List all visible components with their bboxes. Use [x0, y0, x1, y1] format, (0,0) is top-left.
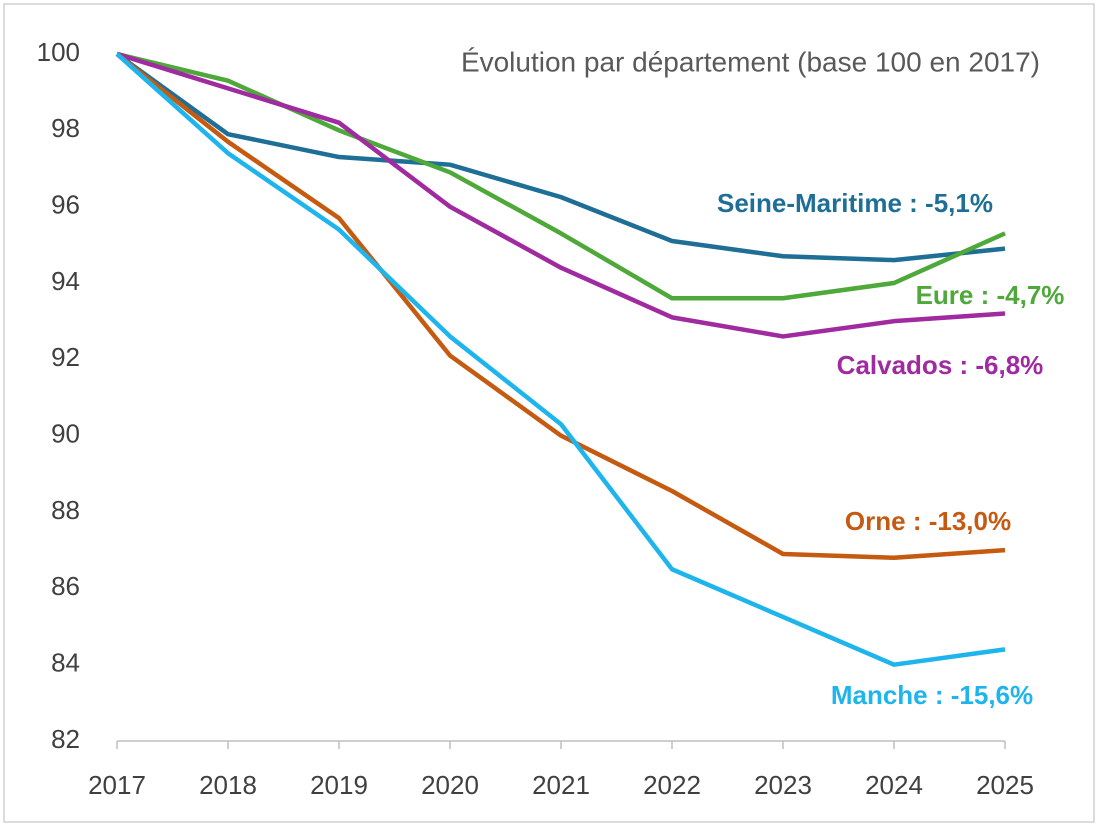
y-tick-label: 96: [51, 190, 80, 220]
series-label: Calvados : -6,8%: [837, 350, 1044, 380]
x-tick-label: 2022: [643, 770, 701, 800]
series-line: [116, 51, 1006, 301]
y-tick-label: 100: [37, 37, 80, 67]
y-tick-label: 82: [51, 724, 80, 754]
series-label: Eure : -4,7%: [916, 280, 1065, 310]
y-tick-label: 92: [51, 342, 80, 372]
y-tick-label: 90: [51, 419, 80, 449]
series-label: Orne : -13,0%: [845, 506, 1011, 536]
x-tick-label: 2020: [421, 770, 479, 800]
chart-title: Évolution par département (base 100 en 2…: [461, 46, 1040, 77]
series-line: [115, 52, 1006, 263]
series-label: Seine-Maritime : -5,1%: [717, 188, 993, 218]
y-tick-label: 86: [51, 571, 80, 601]
y-tick-label: 84: [51, 648, 80, 678]
x-tick-label: 2025: [976, 770, 1034, 800]
series-line: [115, 52, 1006, 561]
series-label: Manche : -15,6%: [831, 680, 1033, 710]
y-tick-label: 94: [51, 266, 80, 296]
y-tick-label: 98: [51, 113, 80, 143]
x-tick-label: 2021: [532, 770, 590, 800]
x-tick-label: 2023: [754, 770, 812, 800]
x-tick-label: 2018: [199, 770, 257, 800]
x-tick-label: 2019: [310, 770, 368, 800]
x-tick-label: 2017: [88, 770, 146, 800]
series-line: [115, 52, 1006, 667]
y-tick-label: 88: [51, 495, 80, 525]
series-line: [116, 51, 1006, 339]
x-tick-label: 2024: [865, 770, 923, 800]
